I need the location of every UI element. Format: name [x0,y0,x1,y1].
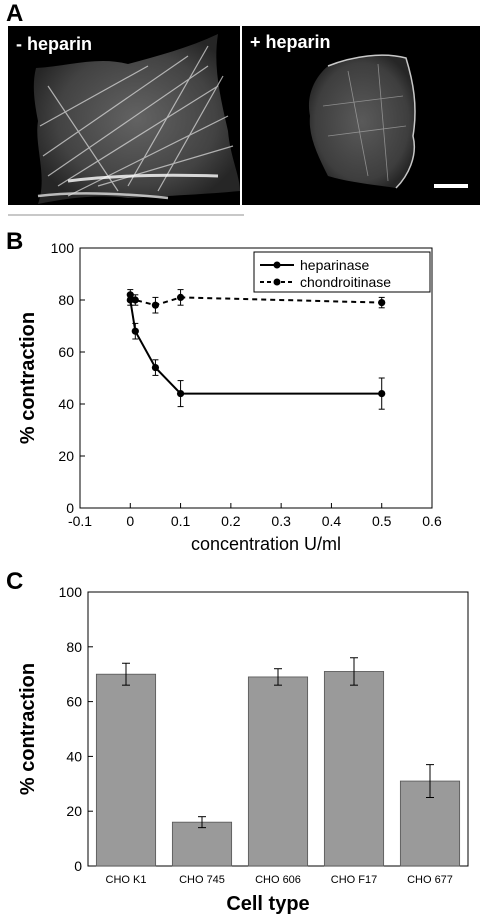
x-tick-label: 0.1 [171,513,191,529]
data-point-heparinase [176,390,185,398]
y-tick-label: 60 [58,344,74,360]
category-label: CHO 677 [407,874,453,886]
legend-box [253,251,431,293]
data-point-chondroitinase [126,291,134,299]
scale-bar [434,184,468,188]
legend-marker [273,278,281,286]
bar-cho-f17 [323,671,385,867]
panel-c-letter: C [6,568,24,595]
y-tick-label: 40 [58,396,74,412]
label-plus-heparin: + heparin [250,32,331,52]
x-tick-label: -0.1 [68,513,92,529]
label-minus-heparin: - heparin [16,34,92,54]
panel-b-letter: B [6,228,24,255]
series-line-heparinase [129,299,382,395]
y-axis-label: % contraction [17,312,39,444]
category-label: CHO 606 [255,874,301,886]
y-tick-label: 40 [66,748,82,764]
x-tick-label: 0.4 [322,513,342,529]
legend-label-heparinase: heparinase [300,257,369,273]
data-point-chondroitinase [176,293,185,301]
y-axis-label: % contraction [17,663,39,795]
bar-cho-606 [247,676,309,867]
bar-cho-k1 [95,673,157,867]
series-line-chondroitinase [129,294,382,307]
y-tick-label: 0 [66,500,74,516]
x-tick-label: 0.5 [372,513,392,529]
x-tick-label: 0.3 [271,513,291,529]
x-tick-label: 0 [126,513,134,529]
y-tick-label: 100 [59,584,83,600]
data-point-chondroitinase [378,299,386,307]
x-tick-label: 0.2 [221,513,241,529]
panel-a-letter: A [6,0,24,27]
y-tick-label: 60 [66,694,82,710]
data-point-heparinase [378,390,386,398]
x-tick-label: 0.6 [422,513,442,529]
cell-without-heparin [33,34,241,204]
bar-cho-745 [171,821,233,867]
data-point-chondroitinase [151,301,160,309]
panel-divider [8,214,244,216]
x-axis-label: Cell type [226,893,309,915]
x-axis-label: concentration U/ml [191,534,341,554]
y-tick-label: 20 [58,448,74,464]
series-chondroitinase [126,289,386,314]
data-point-chondroitinase [131,296,139,304]
y-tick-label: 80 [66,639,82,655]
y-tick-label: 80 [58,292,74,308]
category-label: CHO 745 [179,874,225,886]
cell-with-heparin [308,54,416,189]
y-tick-label: 100 [51,240,75,256]
chart-b: -0.1 0 0.1 0.2 0.3 0.4 0.5 0.6020406080100conce… [17,240,442,554]
micrograph-panel: - heparin + heparin [8,26,480,205]
plot-frame [79,247,433,509]
chart-c: 0 20 40 60 80 100 CHO K1 CHO 745 CHO 606 CHO F17 C… [17,584,469,915]
legend-label-chondroitinase: chondroitinase [300,274,391,290]
series-heparinase [126,294,386,410]
legend-marker [273,261,281,269]
data-point-heparinase [151,364,160,372]
y-tick-label: 20 [66,803,82,819]
data-point-heparinase [131,327,139,335]
category-label: CHO K1 [106,874,147,886]
category-label: CHO F17 [331,874,377,886]
y-tick-label: 0 [74,858,82,874]
